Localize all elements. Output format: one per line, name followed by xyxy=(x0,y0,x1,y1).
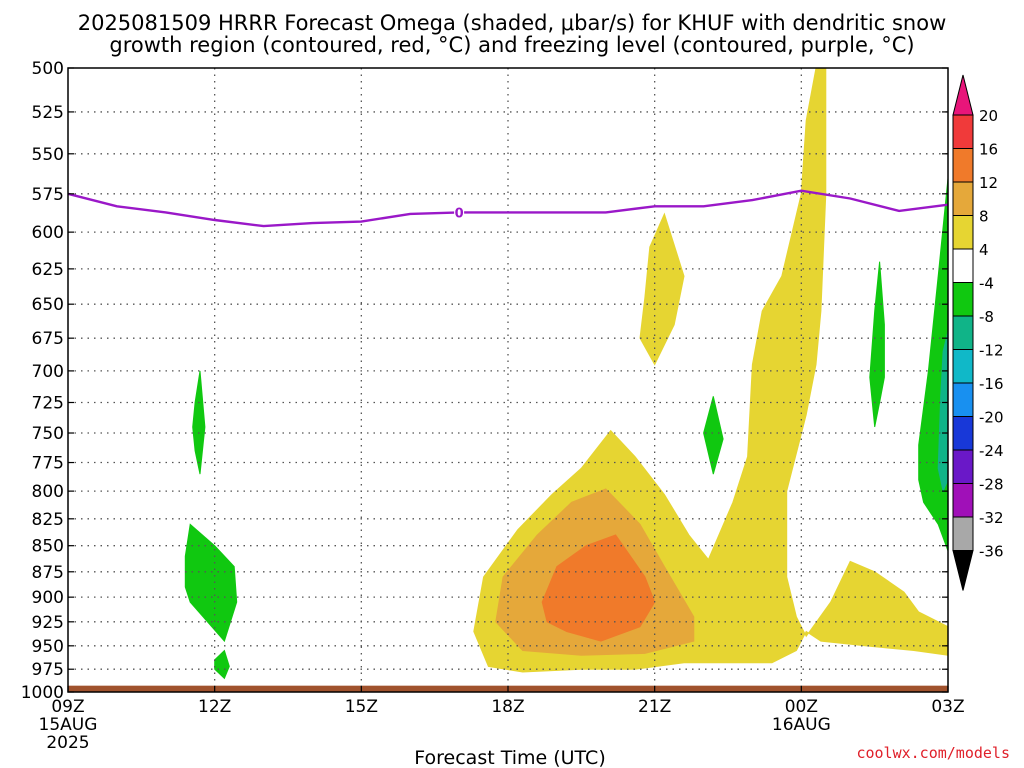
colorbar-swatch-11 xyxy=(952,449,974,484)
y-tick-label-550: 550 xyxy=(32,145,64,165)
y-tick-label-525: 525 xyxy=(32,103,64,123)
y-tick-label-625: 625 xyxy=(32,260,64,280)
y-tick-label-700: 700 xyxy=(32,362,64,382)
y-tick-label-850: 850 xyxy=(32,537,64,557)
colorbar-label-7: -12 xyxy=(979,342,1004,360)
y-tick-label-500: 500 xyxy=(32,59,64,79)
omega-region-6 xyxy=(214,649,230,680)
credit-text: coolwx.com/models xyxy=(856,744,1010,762)
colorbar-label-1: 16 xyxy=(979,141,998,159)
colorbar-swatch-3 xyxy=(952,181,974,216)
colorbar-label-10: -24 xyxy=(979,442,1004,460)
y-tick-label-1000: 1000 xyxy=(21,683,64,703)
colorbar-swatch-10 xyxy=(952,416,974,451)
colorbar-label-9: -20 xyxy=(979,409,1004,427)
omega-shading xyxy=(184,68,948,680)
omega-region-8 xyxy=(869,261,885,428)
colorbar-swatch-12 xyxy=(952,483,974,518)
colorbar-label-13: -36 xyxy=(979,543,1004,561)
y-tick-label-575: 575 xyxy=(32,185,64,205)
y-tick-label-650: 650 xyxy=(32,295,64,315)
title-line-1: 2025081509 HRRR Forecast Omega (shaded, … xyxy=(78,11,947,35)
colorbar-label-12: -32 xyxy=(979,509,1004,527)
y-tick-label-975: 975 xyxy=(32,660,64,680)
y-tick-label-950: 950 xyxy=(32,637,64,657)
colorbar: 20 16 12 8 4 -4 -8 -12 -16 -20 -24 -28 -32 -36 xyxy=(952,74,1004,591)
x-tick-label-9: 18Z xyxy=(491,697,524,717)
colorbar-swatch-14 xyxy=(952,550,974,591)
freezing-level-label-bg xyxy=(454,204,465,221)
omega-region-1 xyxy=(639,212,685,366)
y-tick-label-925: 925 xyxy=(32,613,64,633)
y-tick-label-675: 675 xyxy=(32,329,64,349)
y-tick-label-800: 800 xyxy=(32,482,64,502)
y-tick-label-600: 600 xyxy=(32,223,64,243)
x-tick-sub1-0: 15AUG xyxy=(39,715,98,735)
grid-lines xyxy=(68,68,948,692)
x-tick-sub2-0: 2025 xyxy=(46,733,89,753)
colorbar-label-3: 8 xyxy=(979,208,989,226)
omega-region-5 xyxy=(192,370,206,475)
title-line-2: growth region (contoured, red, °C) and f… xyxy=(109,33,914,57)
y-tick-label-825: 825 xyxy=(32,510,64,530)
freezing-level-label: 0 xyxy=(455,206,464,221)
omega-region-7 xyxy=(703,396,724,475)
colorbar-label-5: -4 xyxy=(979,275,994,293)
colorbar-label-2: 12 xyxy=(979,174,998,192)
colorbar-label-4: 4 xyxy=(979,241,989,259)
colorbar-swatch-1 xyxy=(952,114,974,149)
y-tick-label-725: 725 xyxy=(32,393,64,413)
x-tick-label-12: 21Z xyxy=(638,697,671,717)
x-tick-label-6: 15Z xyxy=(345,697,378,717)
colorbar-swatch-13 xyxy=(952,516,974,551)
y-tick-label-875: 875 xyxy=(32,563,64,583)
x-tick-label-3: 12Z xyxy=(198,697,231,717)
colorbar-label-6: -8 xyxy=(979,308,994,326)
colorbar-swatch-4 xyxy=(952,215,974,250)
freezing-level-layer: 0 xyxy=(67,189,949,228)
colorbar-swatch-8 xyxy=(952,349,974,384)
colorbar-label-8: -16 xyxy=(979,375,1004,393)
colorbar-swatch-0 xyxy=(952,74,974,116)
y-tick-label-775: 775 xyxy=(32,454,64,474)
colorbar-label-0: 20 xyxy=(979,107,998,125)
x-axis-title: Forecast Time (UTC) xyxy=(414,747,605,768)
omega-region-4 xyxy=(184,523,238,643)
colorbar-label-11: -28 xyxy=(979,476,1004,494)
y-axis: 500 525 550 575 600 625 650 675 700 725 750 775 800 8… xyxy=(21,59,948,703)
y-tick-label-750: 750 xyxy=(32,424,64,444)
freezing-level-line xyxy=(67,189,949,228)
colorbar-swatch-6 xyxy=(952,282,974,317)
x-tick-label-0: 09Z xyxy=(51,697,84,717)
colorbar-swatch-5 xyxy=(952,248,974,283)
colorbar-swatch-7 xyxy=(952,315,974,350)
colorbar-swatch-9 xyxy=(952,382,974,417)
x-tick-label-15: 00Z xyxy=(785,697,818,717)
y-tick-label-900: 900 xyxy=(32,588,64,608)
x-tick-label-18: 03Z xyxy=(931,697,964,717)
x-tick-sub1-15: 16AUG xyxy=(772,715,831,735)
colorbar-swatch-2 xyxy=(952,148,974,183)
